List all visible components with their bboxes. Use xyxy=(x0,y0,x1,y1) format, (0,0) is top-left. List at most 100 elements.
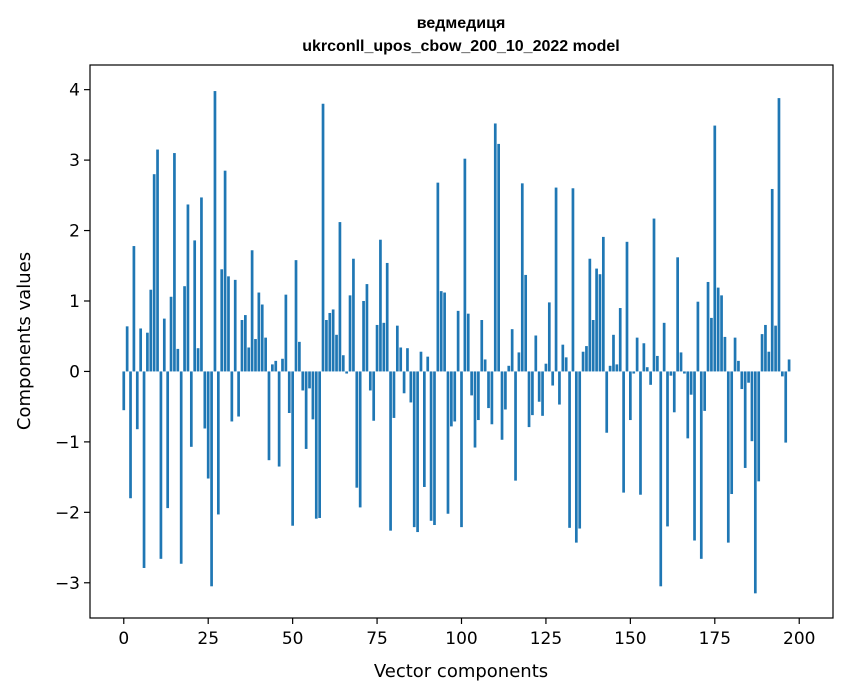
bar-75 xyxy=(375,324,379,372)
bar-90 xyxy=(426,356,430,372)
bar-6 xyxy=(142,371,146,568)
y-tick-label: 1 xyxy=(69,292,80,312)
y-tick-label: 3 xyxy=(69,151,80,171)
bar-107 xyxy=(483,359,487,372)
bar-3 xyxy=(132,246,136,372)
bar-117 xyxy=(517,352,521,372)
bar-46 xyxy=(277,371,281,467)
bar-164 xyxy=(676,257,679,372)
bar-59 xyxy=(321,103,325,372)
bar-147 xyxy=(618,308,622,372)
bar-123 xyxy=(537,371,541,402)
bar-113 xyxy=(504,371,507,410)
bar-163 xyxy=(672,371,676,413)
bar-70 xyxy=(358,371,362,508)
bar-2 xyxy=(129,371,132,499)
bars-group xyxy=(122,91,791,594)
bar-106 xyxy=(480,320,484,372)
bar-8 xyxy=(149,289,153,372)
bar-126 xyxy=(547,302,551,372)
bar-66 xyxy=(345,371,349,374)
bar-35 xyxy=(240,320,244,372)
bar-149 xyxy=(625,241,629,372)
x-tick-label: 200 xyxy=(783,629,815,649)
bar-4 xyxy=(135,371,139,430)
y-tick-label: −2 xyxy=(55,503,80,523)
bar-41 xyxy=(260,304,264,372)
bar-148 xyxy=(622,371,625,493)
bar-195 xyxy=(780,371,784,377)
x-tick-label: 150 xyxy=(614,629,646,649)
bar-88 xyxy=(419,351,423,372)
bar-86 xyxy=(412,371,416,528)
bar-38 xyxy=(250,250,254,372)
bar-27 xyxy=(213,91,217,372)
bar-132 xyxy=(568,371,571,528)
bar-63 xyxy=(335,334,338,372)
bar-57 xyxy=(314,371,318,519)
bar-169 xyxy=(693,371,696,541)
bar-177 xyxy=(720,295,723,372)
x-tick-label: 25 xyxy=(197,629,219,649)
y-tick-label: 0 xyxy=(69,362,80,382)
bar-181 xyxy=(733,337,737,372)
bar-58 xyxy=(318,371,321,518)
bar-138 xyxy=(588,258,592,372)
bar-187 xyxy=(753,371,757,594)
x-tick-label: 75 xyxy=(366,629,388,649)
bar-122 xyxy=(534,335,538,372)
bar-182 xyxy=(737,360,740,372)
bar-141 xyxy=(598,274,602,372)
y-tick-label: −3 xyxy=(55,574,80,594)
bar-65 xyxy=(341,355,345,372)
bar-191 xyxy=(767,351,771,372)
bar-94 xyxy=(439,291,443,372)
bar-99 xyxy=(456,310,460,372)
bar-167 xyxy=(686,371,690,439)
bar-158 xyxy=(656,355,659,372)
x-tick-label: 125 xyxy=(530,629,562,649)
bar-43 xyxy=(267,371,271,461)
bar-173 xyxy=(706,281,710,372)
bar-40 xyxy=(257,292,261,372)
bar-129 xyxy=(558,371,561,405)
x-tick-label: 0 xyxy=(118,629,129,649)
bar-150 xyxy=(629,371,632,421)
bar-71 xyxy=(362,300,365,372)
bar-197 xyxy=(787,359,791,372)
bar-175 xyxy=(713,125,717,372)
bar-19 xyxy=(186,204,190,372)
bar-186 xyxy=(750,371,754,442)
bar-83 xyxy=(402,371,406,394)
bar-18 xyxy=(183,286,186,372)
bar-133 xyxy=(571,188,575,372)
bar-42 xyxy=(264,337,267,372)
bar-160 xyxy=(662,322,666,372)
bar-142 xyxy=(601,236,605,372)
bar-192 xyxy=(770,188,774,372)
bar-101 xyxy=(463,158,467,372)
bar-74 xyxy=(372,371,376,421)
bar-127 xyxy=(551,371,555,386)
bar-121 xyxy=(531,371,534,416)
bar-104 xyxy=(473,371,477,448)
bar-81 xyxy=(395,325,399,372)
bar-5 xyxy=(139,328,143,372)
bar-13 xyxy=(166,371,170,509)
bar-14 xyxy=(169,296,173,372)
bar-144 xyxy=(608,365,612,372)
bar-172 xyxy=(703,371,707,411)
x-tick-label: 100 xyxy=(445,629,477,649)
bar-53 xyxy=(301,371,305,391)
bar-25 xyxy=(206,371,210,479)
bar-103 xyxy=(470,371,473,396)
bar-146 xyxy=(615,364,619,372)
bar-143 xyxy=(605,371,609,433)
bar-174 xyxy=(710,317,713,372)
bar-159 xyxy=(659,371,663,587)
x-axis-label: Vector components xyxy=(374,661,548,682)
bar-68 xyxy=(352,258,355,372)
bar-72 xyxy=(365,284,369,372)
bar-69 xyxy=(355,371,359,488)
